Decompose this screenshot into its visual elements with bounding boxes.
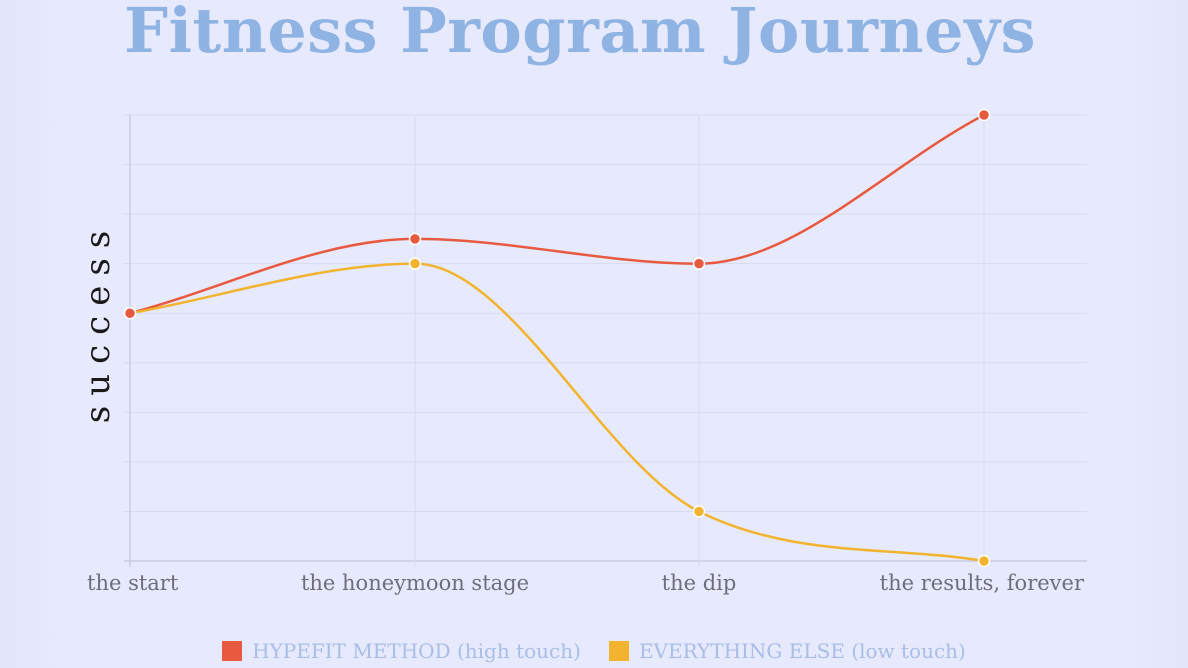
legend: HYPEFIT METHOD (high touch) EVERYTHING E…: [0, 636, 1188, 666]
x-tick-label: the start: [87, 571, 179, 595]
data-point[interactable]: [692, 257, 706, 270]
data-point[interactable]: [408, 232, 422, 246]
data-point[interactable]: [408, 257, 422, 270]
x-tick-label: the dip: [662, 571, 737, 595]
legend-item-hypefit[interactable]: HYPEFIT METHOD (high touch): [222, 639, 581, 663]
data-point[interactable]: [977, 108, 991, 122]
x-tick-labels: the start the honeymoon stage the dip the r…: [87, 571, 1085, 595]
chart-title: Fitness Program Journeys: [123, 0, 1037, 67]
data-point[interactable]: [692, 505, 706, 518]
legend-swatch-hypefit: [222, 641, 243, 661]
data-point[interactable]: [123, 306, 137, 320]
series-lines: [129, 113, 985, 563]
x-tick-label: the honeymoon stage: [301, 571, 529, 595]
data-points: [123, 108, 991, 568]
x-tick-label: the results, forever: [880, 571, 1085, 595]
legend-swatch-everything-else: [608, 641, 629, 661]
legend-label-hypefit: HYPEFIT METHOD (high touch): [252, 639, 581, 663]
series-line-0: [129, 113, 985, 315]
legend-item-everything-else[interactable]: EVERYTHING ELSE (low touch): [608, 639, 966, 663]
grid-lines: [124, 114, 1087, 567]
legend-label-everything-else: EVERYTHING ELSE (low touch): [638, 639, 966, 663]
series-line-1: [129, 262, 985, 563]
data-point[interactable]: [977, 554, 991, 568]
